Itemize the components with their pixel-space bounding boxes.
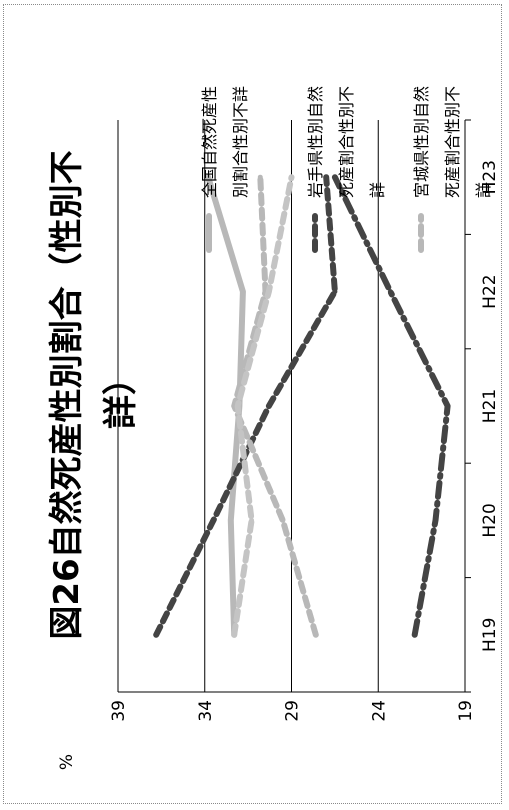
legend-label-line: 全国自然死産性 <box>200 86 219 198</box>
x-tick-label: H19 <box>480 618 500 652</box>
data-point <box>412 632 418 638</box>
data-point <box>266 403 272 409</box>
y-axis-label: % <box>57 754 77 770</box>
y-tick-label: 29 <box>283 700 303 722</box>
chart-title-line-1: 図26自然死産性別割合（性別不 <box>47 150 87 639</box>
data-point <box>240 289 246 295</box>
data-point <box>257 174 263 180</box>
data-point <box>205 174 211 180</box>
data-point <box>235 403 241 409</box>
x-tick-label: H21 <box>480 389 500 423</box>
chart-frame <box>3 4 502 804</box>
gridlines <box>117 120 379 692</box>
data-point <box>332 289 338 295</box>
legend-label-line: 死産割合性別不 <box>337 86 356 198</box>
legend-label-line: 別割合性別不詳 <box>231 86 250 198</box>
data-point <box>433 517 439 523</box>
data-point <box>231 632 237 638</box>
y-tick-label: 39 <box>109 700 129 722</box>
chart-title-line-2: 詳） <box>101 361 141 429</box>
x-tick-label: H20 <box>480 503 500 537</box>
y-tick-label: 34 <box>196 700 216 722</box>
y-tick-labels: 19 24 29 34 39 <box>109 700 476 722</box>
legend-label-line: 詳 <box>368 182 387 198</box>
data-point <box>289 174 294 180</box>
data-point <box>332 174 338 180</box>
legend: 全国自然死産性 別割合性別不詳 岩手県性別自然 死産割合性別不詳宮城県性別自然 死産割合… <box>200 86 493 253</box>
data-point <box>210 517 216 523</box>
data-point <box>153 632 159 638</box>
data-point <box>228 517 234 523</box>
legend-label-line: 岩手県性別自然 <box>306 86 325 198</box>
series-line-4 <box>331 174 451 638</box>
data-point <box>387 289 393 295</box>
y-tick-label: 24 <box>369 700 389 722</box>
data-point <box>249 517 255 523</box>
legend-label-line: 詳 <box>474 182 493 198</box>
data-point <box>266 289 272 295</box>
data-point <box>313 632 319 638</box>
legend-label-line: 宮城県性別自然 <box>412 86 431 198</box>
x-tick-label: H23 <box>480 160 500 194</box>
data-point <box>280 517 286 523</box>
axes <box>118 119 471 693</box>
legend-label-line: 死産割合性別不 <box>443 86 462 198</box>
x-tick-label: H22 <box>480 274 500 308</box>
x-tick-labels: H19 H20 H21 H22 H23 <box>480 160 500 652</box>
data-point <box>323 174 329 180</box>
y-tick-label: 19 <box>456 700 476 722</box>
data-point <box>445 403 451 409</box>
series-lines <box>153 174 451 638</box>
